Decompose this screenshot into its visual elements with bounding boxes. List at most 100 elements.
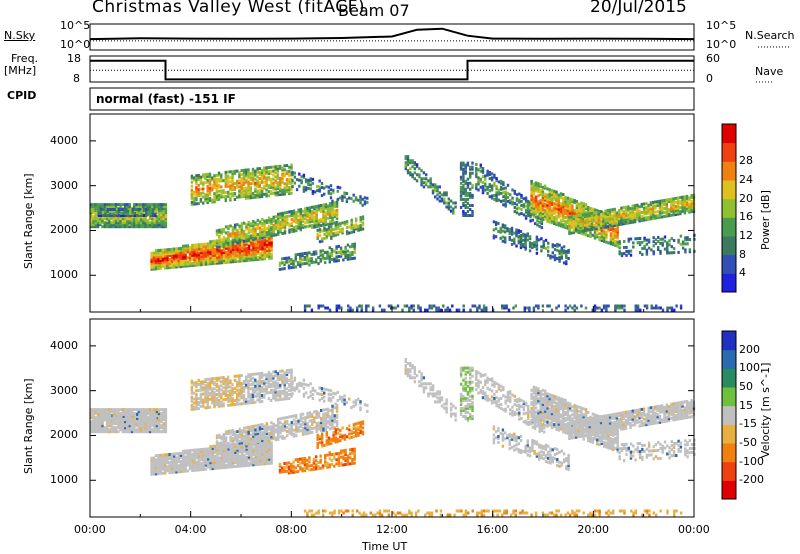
- power-cell: [166, 264, 169, 268]
- power-cell: [547, 253, 550, 257]
- power-cell: [566, 210, 570, 214]
- power-cell: [179, 253, 183, 256]
- power-cell: [247, 234, 251, 238]
- power-cell: [378, 304, 382, 308]
- power-cell: [268, 246, 271, 250]
- power-cell: [631, 216, 634, 220]
- power-cell: [113, 208, 116, 211]
- power-cell: [445, 205, 448, 209]
- power-cell: [308, 257, 311, 261]
- power-cell: [261, 228, 264, 232]
- power-cell: [319, 249, 322, 253]
- power-cell: [229, 242, 232, 246]
- velocity-cell: [117, 408, 120, 412]
- power-cell: [179, 257, 183, 260]
- power-cell: [240, 193, 243, 197]
- power-cell: [593, 219, 596, 223]
- power-cell: [265, 231, 269, 235]
- power-cell: [152, 265, 156, 269]
- power-cell: [224, 180, 227, 184]
- power-cell: [240, 181, 243, 185]
- velocity-cell: [97, 419, 100, 422]
- power-cell: [343, 193, 346, 197]
- power-cell: [679, 304, 683, 308]
- power-cell: [148, 223, 152, 227]
- power-cell: [564, 222, 567, 226]
- power-cell: [236, 181, 239, 185]
- power-cell: [270, 252, 273, 256]
- power-cell: [643, 304, 647, 308]
- power-cell: [166, 260, 169, 264]
- power-cell: [604, 211, 607, 215]
- power-cell: [636, 209, 639, 213]
- velocity-cell: [162, 410, 165, 414]
- velocity-cell: [179, 462, 183, 465]
- power-cell: [96, 205, 100, 209]
- power-cell: [613, 213, 616, 217]
- power-cell: [317, 218, 321, 222]
- power-cell: [534, 211, 538, 215]
- velocity-cell: [211, 457, 214, 460]
- velocity-cell: [202, 455, 205, 459]
- power-cell: [600, 237, 603, 240]
- power-cell: [447, 197, 450, 201]
- power-cell: [263, 251, 266, 255]
- power-cell: [161, 248, 165, 252]
- power-cell: [128, 207, 131, 211]
- power-cell: [92, 211, 95, 215]
- velocity-cell: [164, 420, 168, 424]
- power-cell: [633, 214, 637, 218]
- power-cell: [258, 236, 262, 240]
- power-cell: [636, 215, 639, 219]
- power-cell: [557, 213, 560, 217]
- power-cell: [607, 241, 610, 245]
- power-cell: [418, 173, 421, 177]
- power-cell: [672, 251, 676, 255]
- power-cell: [283, 267, 286, 271]
- power-cell: [231, 174, 234, 178]
- power-cell: [242, 193, 246, 196]
- power-y-tick-label: 3000: [50, 178, 78, 192]
- power-cell: [595, 219, 598, 222]
- power-cell: [504, 200, 507, 204]
- power-cell: [150, 251, 153, 255]
- power-cell: [218, 234, 221, 238]
- power-cell: [485, 308, 488, 312]
- power-cell: [661, 203, 664, 207]
- velocity-cell: [148, 420, 152, 424]
- velocity-cell: [157, 470, 160, 474]
- power-cell: [488, 177, 491, 181]
- velocity-cell: [157, 460, 160, 464]
- power-cell: [546, 201, 549, 205]
- power-cell: [281, 178, 284, 182]
- power-cell: [251, 167, 255, 171]
- power-cell: [537, 304, 540, 308]
- power-cell: [305, 259, 309, 263]
- velocity-cell: [229, 461, 233, 465]
- velocity-cell: [211, 461, 214, 465]
- velocity-cell: [92, 416, 95, 420]
- power-cell: [533, 242, 536, 246]
- power-cell: [471, 212, 474, 215]
- velocity-cell: [112, 410, 115, 414]
- power-cell: [495, 185, 498, 189]
- power-cell: [304, 217, 307, 221]
- power-cell: [238, 259, 242, 263]
- power-cell: [250, 248, 253, 252]
- power-cell: [600, 308, 603, 312]
- power-cell: [417, 306, 420, 310]
- power-cell: [659, 251, 662, 255]
- power-cell: [324, 257, 327, 260]
- power-cell: [281, 223, 284, 227]
- power-cell: [319, 253, 322, 257]
- velocity-cell: [225, 451, 228, 455]
- velocity-cell: [225, 459, 228, 463]
- velocity-cell: [105, 414, 109, 418]
- power-cell: [268, 250, 271, 254]
- power-cell: [242, 180, 246, 184]
- power-cell: [596, 233, 599, 237]
- velocity-cell: [128, 410, 131, 414]
- power-cell: [546, 197, 549, 201]
- velocity-cell: [90, 420, 93, 424]
- power-cell: [206, 199, 209, 203]
